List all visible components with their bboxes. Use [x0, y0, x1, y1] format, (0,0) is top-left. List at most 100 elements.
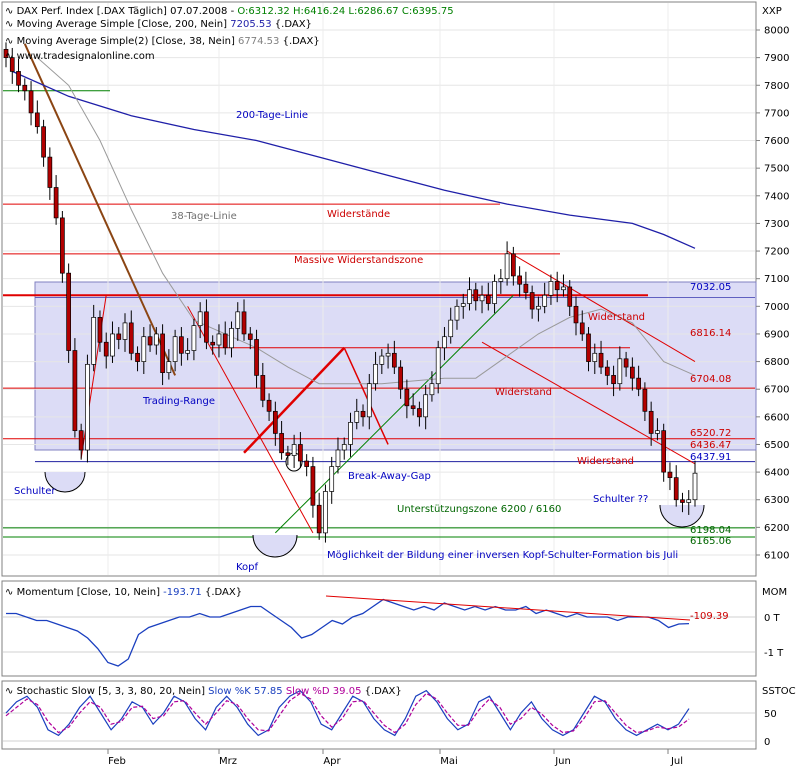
stochastic-k-line — [5, 689, 690, 737]
candle-down — [28, 90, 34, 114]
candle-down — [680, 499, 685, 503]
candle-up — [460, 303, 466, 307]
annotation-200-tage-linie: 200-Tage-Linie — [236, 110, 308, 121]
price-tick-label: 7400 — [764, 191, 789, 202]
candle-down — [66, 272, 71, 351]
header-wave-icon: ∿ — [5, 587, 13, 598]
candle-down — [517, 275, 522, 285]
momentum-divergence-line — [325, 595, 691, 621]
candle-down — [316, 504, 322, 534]
candle-up — [479, 294, 485, 302]
candle-down — [41, 126, 46, 158]
candle-down — [485, 294, 491, 304]
candle-up — [191, 325, 197, 351]
annotation-widerstaende: Widerstände — [327, 209, 390, 220]
shoulder-arc-left — [44, 471, 86, 493]
price-grid — [3, 3, 755, 575]
candle-down — [673, 477, 679, 501]
candle-down — [579, 322, 585, 335]
price-tick-label: 7900 — [764, 53, 789, 64]
candle-up — [91, 317, 97, 365]
header-wave-icon: ∿ — [5, 19, 13, 30]
momentum-level-label: -109.39 — [690, 611, 729, 622]
month-label: Feb — [108, 756, 126, 767]
candle-down — [47, 156, 53, 188]
candle-down — [586, 333, 591, 362]
price-tick-label: 6800 — [764, 357, 789, 368]
candle-up — [423, 394, 429, 418]
level-label-7032: 7032.05 — [690, 282, 731, 293]
candle-up — [655, 430, 660, 434]
stochastic-header: ∿ Stochastic Slow [5, 3, 3, 80, 20, Nein… — [5, 686, 402, 697]
candles — [3, 42, 698, 543]
candle-up — [498, 278, 504, 282]
annotation-break-away-gap: Break-Away-Gap — [348, 471, 431, 482]
candle-down — [103, 341, 109, 357]
candle-up — [166, 361, 172, 373]
candle-up — [467, 289, 472, 304]
candle-down — [661, 430, 667, 473]
price-tick-label: 6300 — [764, 495, 789, 506]
candle-up — [442, 336, 447, 349]
candle-down — [266, 399, 272, 412]
header-wave-icon: ∿ — [5, 686, 13, 697]
candle-down — [222, 333, 228, 349]
annotation-schulter-right: Schulter ?? — [593, 494, 648, 505]
candle-down — [630, 366, 635, 379]
stochastic-d-value: Slow %D 39.05 — [286, 686, 362, 697]
level-label-6520: 6520.72 — [690, 428, 731, 439]
ma38-legend-value: 6774.53 — [238, 36, 279, 47]
stochastic-pane: ∿ Stochastic Slow [5, 3, 3, 80, 20, Nein… — [1, 680, 796, 750]
stochastic-k-value: Slow %K 57.85 — [208, 686, 282, 697]
annotation-massive-widerstandszone: Massive Widerstandszone — [294, 255, 423, 266]
price-level-labels: 7032.05 6816.14 6704.08 6520.72 6436.47 … — [690, 282, 731, 547]
time-axis: Feb Mrz Apr Mai Jun Jul — [107, 749, 683, 767]
candle-up — [172, 336, 178, 362]
candle-down — [97, 317, 103, 343]
candle-up — [323, 491, 328, 534]
candle-down — [128, 322, 134, 354]
annotation-widerstand-2: Widerstand — [495, 387, 552, 398]
candle-down — [260, 375, 266, 401]
candle-up — [366, 383, 372, 418]
annotation-38-tage-linie: 38-Tage-Linie — [171, 211, 237, 222]
candle-down — [60, 217, 65, 274]
candle-down — [523, 283, 529, 293]
candle-up — [692, 472, 698, 501]
level-label-6437: 6437.91 — [690, 452, 731, 463]
horizontal-levels — [3, 90, 755, 538]
candle-up — [561, 286, 566, 291]
stochastic-d-line — [5, 692, 690, 734]
momentum-pane: ∿ Momentum [Close, 10, Nein] -193.71 {.D… — [1, 580, 787, 677]
candle-up — [536, 305, 541, 310]
candle-down — [204, 311, 209, 343]
candle-down — [529, 292, 535, 310]
candle-down — [72, 350, 78, 432]
header-line-1: ∿ DAX Perf. Index [.DAX Täglich] 07.07.2… — [5, 6, 454, 17]
candle-down — [279, 433, 284, 454]
header-line-2: ∿ Moving Average Simple [Close, 200, Nei… — [5, 19, 312, 30]
candle-up — [373, 363, 378, 385]
price-tick-label: 6600 — [764, 412, 789, 423]
ma38-line — [36, 57, 696, 385]
ma38-legend-suffix: {.DAX} — [283, 36, 320, 47]
candle-up — [141, 336, 147, 362]
level-label-6816: 6816.14 — [690, 328, 731, 339]
candle-up — [492, 281, 497, 304]
uptrend-line-april — [243, 346, 346, 454]
price-tick-label: 6500 — [764, 440, 789, 451]
candle-down — [34, 112, 40, 128]
stochastic-grid — [3, 712, 755, 742]
candle-down — [254, 339, 259, 376]
price-tick-label: 6100 — [764, 551, 789, 562]
candle-down — [78, 430, 84, 451]
stochastic-header-label: Stochastic Slow [5, 3, 3, 80, 20, Nein] — [17, 686, 209, 697]
header-wave-icon: ∿ — [5, 51, 13, 62]
price-tick-label: 6400 — [764, 468, 789, 479]
price-axis: 6100 6200 6300 6400 6500 6600 6700 6800 6900 7000… — [756, 26, 789, 562]
candle-up — [122, 322, 128, 340]
candle-down — [598, 352, 604, 368]
header-line-3: ∿ Moving Average Simple(2) [Close, 38, N… — [5, 36, 320, 47]
price-tick-label: 6900 — [764, 329, 789, 340]
